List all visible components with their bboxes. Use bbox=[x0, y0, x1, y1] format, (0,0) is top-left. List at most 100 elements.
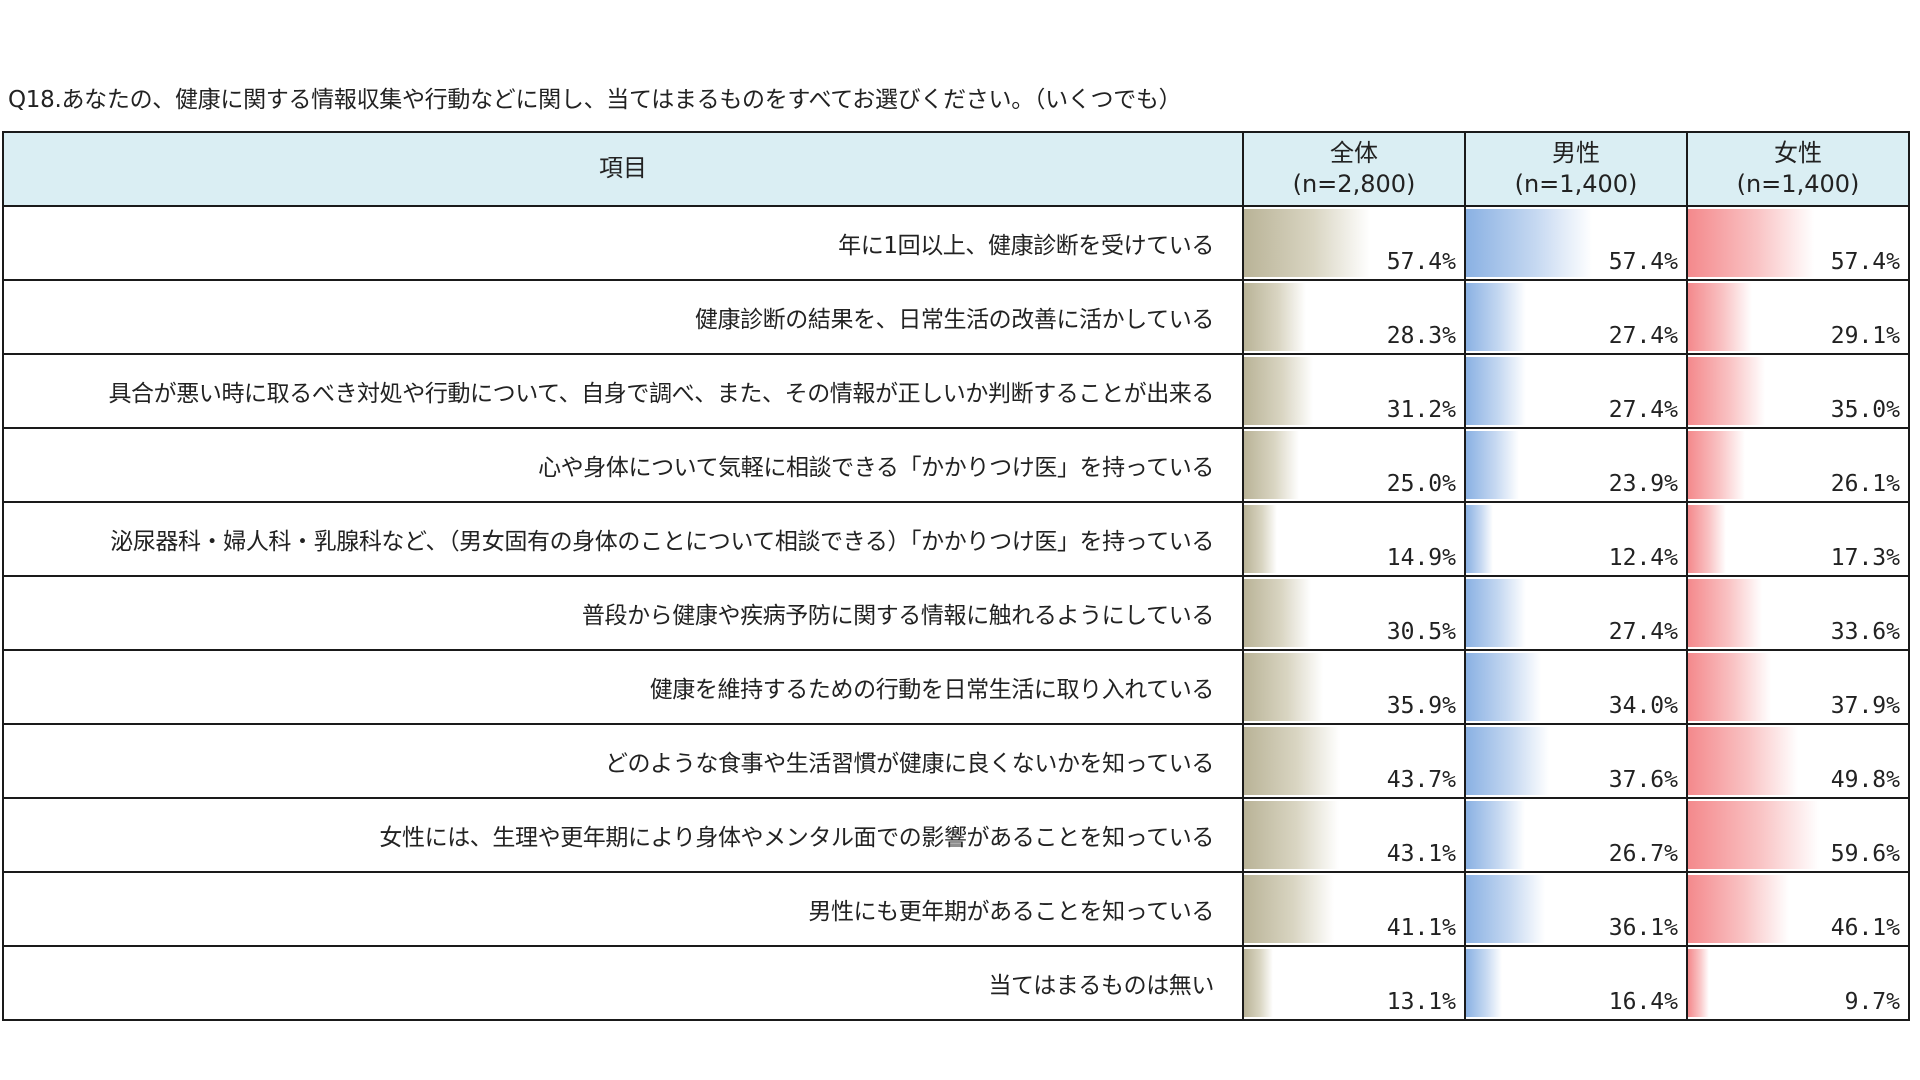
row-label: 女性には、生理や更年期により身体やメンタル面での影響があることを知っている bbox=[2, 797, 1244, 873]
header-male-name: 男性 bbox=[1552, 138, 1600, 167]
value-label-female: 33.6% bbox=[1830, 619, 1900, 645]
bar-female bbox=[1689, 875, 1790, 943]
cell-female: 9.7% bbox=[1686, 945, 1910, 1021]
value-label-total: 13.1% bbox=[1386, 989, 1456, 1015]
cell-male: 37.6% bbox=[1464, 723, 1688, 799]
value-label-male: 37.6% bbox=[1608, 767, 1678, 793]
row-label: 当てはまるものは無い bbox=[2, 945, 1244, 1021]
bar-male bbox=[1467, 653, 1541, 721]
survey-table: 項目 全体 (n=2,800) 男性 (n=1,400) 女性 (n=1,400… bbox=[2, 131, 1910, 1021]
bar-female bbox=[1689, 431, 1746, 499]
value-label-total: 31.2% bbox=[1386, 397, 1456, 423]
bar-male bbox=[1467, 949, 1503, 1017]
bar-female bbox=[1689, 949, 1710, 1017]
cell-female: 17.3% bbox=[1686, 501, 1910, 577]
table-row: 泌尿器科・婦人科・乳腺科など、（男女固有の身体のことについて相談できる）「かかり… bbox=[2, 501, 1910, 577]
cell-total: 35.9% bbox=[1242, 649, 1466, 725]
cell-total: 30.5% bbox=[1242, 575, 1466, 651]
cell-total: 43.7% bbox=[1242, 723, 1466, 799]
table-row: 具合が悪い時に取るべき対処や行動について、自身で調べ、また、その情報が正しいか判… bbox=[2, 353, 1910, 429]
value-label-total: 41.1% bbox=[1386, 915, 1456, 941]
table-body: 年に1回以上、健康診断を受けている 57.4% 57.4% 57.4% 健康診断の結果を… bbox=[2, 205, 1910, 1021]
cell-female: 46.1% bbox=[1686, 871, 1910, 947]
value-label-total: 43.7% bbox=[1386, 767, 1456, 793]
row-label: 健康診断の結果を、日常生活の改善に活かしている bbox=[2, 279, 1244, 355]
cell-male: 26.7% bbox=[1464, 797, 1688, 873]
value-label-male: 36.1% bbox=[1608, 915, 1678, 941]
bar-female bbox=[1689, 357, 1765, 425]
bar-female bbox=[1689, 209, 1815, 277]
row-label: どのような食事や生活習慣が健康に良くないかを知っている bbox=[2, 723, 1244, 799]
header-item: 項目 bbox=[2, 131, 1244, 207]
cell-total: 13.1% bbox=[1242, 945, 1466, 1021]
bar-male bbox=[1467, 727, 1549, 795]
value-label-female: 37.9% bbox=[1830, 693, 1900, 719]
value-label-male: 26.7% bbox=[1608, 841, 1678, 867]
bar-male bbox=[1467, 357, 1527, 425]
bar-male bbox=[1467, 283, 1527, 351]
value-label-total: 30.5% bbox=[1386, 619, 1456, 645]
cell-female: 57.4% bbox=[1686, 205, 1910, 281]
bar-female bbox=[1689, 727, 1798, 795]
value-label-female: 29.1% bbox=[1830, 323, 1900, 349]
value-label-total: 43.1% bbox=[1386, 841, 1456, 867]
cell-male: 23.9% bbox=[1464, 427, 1688, 503]
table-row: 男性にも更年期があることを知っている 41.1% 36.1% 46.1% bbox=[2, 871, 1910, 947]
cell-total: 14.9% bbox=[1242, 501, 1466, 577]
header-female-n: (n=1,400) bbox=[1736, 170, 1860, 198]
cell-male: 27.4% bbox=[1464, 279, 1688, 355]
bar-male bbox=[1467, 505, 1494, 573]
value-label-total: 25.0% bbox=[1386, 471, 1456, 497]
row-label: 男性にも更年期があることを知っている bbox=[2, 871, 1244, 947]
bar-male bbox=[1467, 579, 1527, 647]
value-label-male: 23.9% bbox=[1608, 471, 1678, 497]
cell-female: 35.0% bbox=[1686, 353, 1910, 429]
table-row: 心や身体について気軽に相談できる「かかりつけ医」を持っている 25.0% 23.9%… bbox=[2, 427, 1910, 503]
header-total-name: 全体 bbox=[1330, 138, 1378, 167]
row-label: 年に1回以上、健康診断を受けている bbox=[2, 205, 1244, 281]
value-label-female: 49.8% bbox=[1830, 767, 1900, 793]
header-total-n: (n=2,800) bbox=[1292, 170, 1416, 198]
cell-male: 34.0% bbox=[1464, 649, 1688, 725]
header-row: 項目 全体 (n=2,800) 男性 (n=1,400) 女性 (n=1,400… bbox=[2, 131, 1910, 207]
value-label-female: 59.6% bbox=[1830, 841, 1900, 867]
cell-female: 29.1% bbox=[1686, 279, 1910, 355]
cell-total: 28.3% bbox=[1242, 279, 1466, 355]
row-label: 普段から健康や疾病予防に関する情報に触れるようにしている bbox=[2, 575, 1244, 651]
row-label: 具合が悪い時に取るべき対処や行動について、自身で調べ、また、その情報が正しいか判… bbox=[2, 353, 1244, 429]
cell-female: 37.9% bbox=[1686, 649, 1910, 725]
bar-male bbox=[1467, 875, 1546, 943]
cell-male: 57.4% bbox=[1464, 205, 1688, 281]
value-label-male: 27.4% bbox=[1608, 619, 1678, 645]
cell-male: 16.4% bbox=[1464, 945, 1688, 1021]
table-row: 普段から健康や疾病予防に関する情報に触れるようにしている 30.5% 27.4% 33… bbox=[2, 575, 1910, 651]
value-label-female: 35.0% bbox=[1830, 397, 1900, 423]
header-total: 全体 (n=2,800) bbox=[1242, 131, 1466, 207]
bar-total bbox=[1245, 431, 1299, 499]
value-label-total: 35.9% bbox=[1386, 693, 1456, 719]
cell-male: 12.4% bbox=[1464, 501, 1688, 577]
bar-male bbox=[1467, 801, 1525, 869]
value-label-total: 14.9% bbox=[1386, 545, 1456, 571]
bar-total bbox=[1245, 357, 1313, 425]
value-label-total: 57.4% bbox=[1386, 249, 1456, 275]
value-label-female: 26.1% bbox=[1830, 471, 1900, 497]
bar-total bbox=[1245, 653, 1323, 721]
table-row: 健康を維持するための行動を日常生活に取り入れている 35.9% 34.0% 37.9% bbox=[2, 649, 1910, 725]
bar-male bbox=[1467, 431, 1519, 499]
cell-male: 27.4% bbox=[1464, 575, 1688, 651]
cell-female: 33.6% bbox=[1686, 575, 1910, 651]
bar-female bbox=[1689, 653, 1772, 721]
value-label-total: 28.3% bbox=[1386, 323, 1456, 349]
cell-male: 27.4% bbox=[1464, 353, 1688, 429]
bar-female bbox=[1689, 505, 1727, 573]
cell-female: 26.1% bbox=[1686, 427, 1910, 503]
value-label-male: 27.4% bbox=[1608, 397, 1678, 423]
cell-total: 43.1% bbox=[1242, 797, 1466, 873]
value-label-male: 16.4% bbox=[1608, 989, 1678, 1015]
bar-male bbox=[1467, 209, 1593, 277]
cell-total: 25.0% bbox=[1242, 427, 1466, 503]
cell-total: 57.4% bbox=[1242, 205, 1466, 281]
cell-total: 41.1% bbox=[1242, 871, 1466, 947]
header-female: 女性 (n=1,400) bbox=[1686, 131, 1910, 207]
